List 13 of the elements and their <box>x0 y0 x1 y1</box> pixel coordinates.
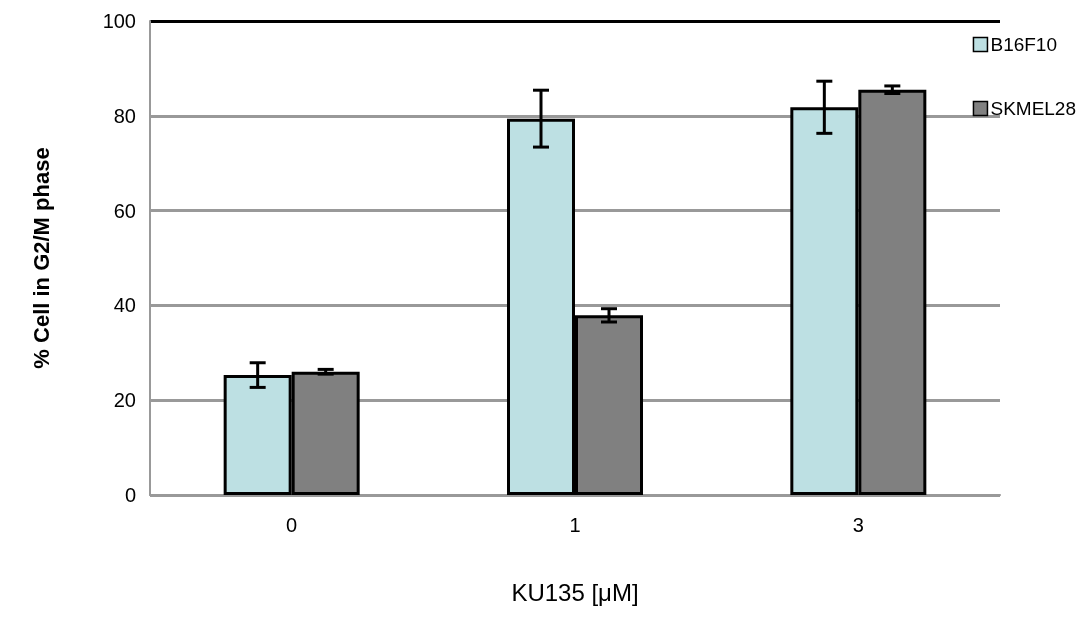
x-tick-label: 0 <box>286 514 298 536</box>
legend-label: SKMEL28 <box>990 98 1076 119</box>
legend-label: B16F10 <box>990 34 1057 55</box>
y-axis-title: % Cell in G2/M phase <box>28 147 54 369</box>
x-tick-label: 1 <box>569 514 581 536</box>
x-tick-label: 3 <box>852 514 864 536</box>
y-tick-label: 40 <box>113 294 136 317</box>
y-tick-label: 0 <box>124 484 136 506</box>
y-tick-label: 100 <box>102 10 136 32</box>
x-axis-title: KU135 [μM] <box>511 578 639 606</box>
y-tick-label: 20 <box>113 389 136 412</box>
y-tick-label: 80 <box>113 104 136 127</box>
y-tick-label: 60 <box>113 199 136 222</box>
